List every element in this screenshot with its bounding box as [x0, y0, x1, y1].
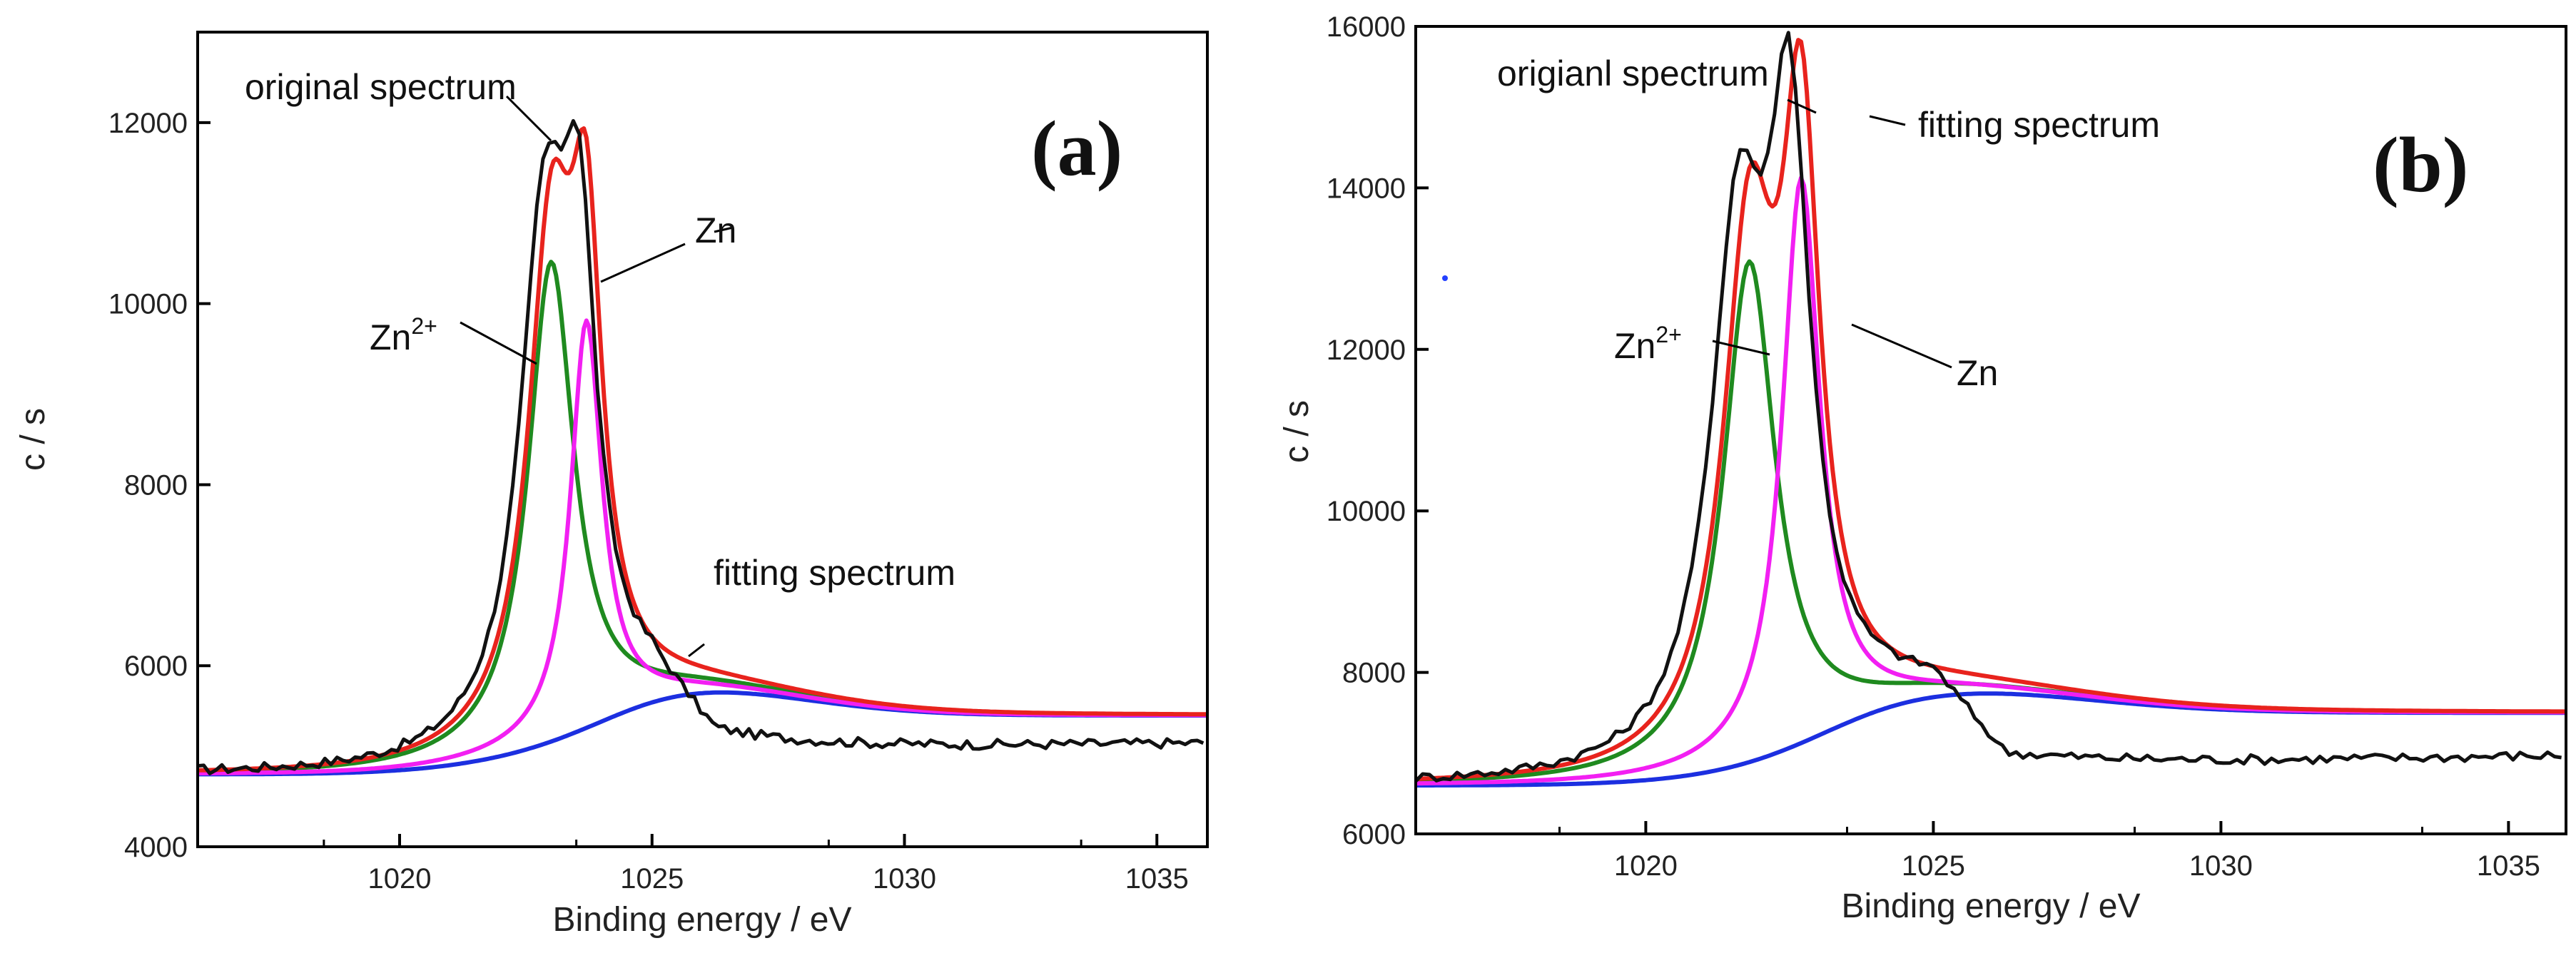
panel-b-original-curve — [1416, 31, 2562, 783]
y-tick-label: 10000 — [1327, 496, 1406, 527]
x-tick-label: 1030 — [2189, 850, 2253, 882]
panel-a-zn-label: Zn — [695, 210, 736, 250]
panel-a-ticks: 1020 1025 1030 1035 4000 6000 8000 10000 12000 — [108, 108, 1189, 895]
panel-b-zn-leader — [1851, 323, 1952, 369]
panel-b-frame — [1414, 25, 2567, 835]
panel-b-fitting-label: fitting spectrum — [1918, 105, 2160, 145]
panel-b-curves — [1416, 31, 2566, 788]
panel-a-label: (a) — [1031, 105, 1122, 192]
panel-b-zn2-label: Zn2+ — [1614, 322, 1682, 366]
y-tick-label: 6000 — [124, 651, 188, 682]
y-tick-label: 8000 — [124, 469, 188, 501]
panel-a-zn2-label: Zn2+ — [370, 313, 437, 357]
panel-a-original-curve — [198, 118, 1205, 775]
panel-a-annotations: original spectrum fitting spectrum Zn2+ … — [245, 67, 955, 658]
panel-b: 1020 1025 1030 1035 6000 8000 10000 12000 14000 1… — [1278, 11, 2567, 925]
panel-a-fitting-leader — [714, 226, 734, 233]
y-tick-label: 6000 — [1342, 819, 1406, 850]
panel-a: 1020 1025 1030 1035 4000 6000 8000 10000 12000 o… — [14, 31, 1209, 939]
x-tick-label: 1025 — [1902, 850, 1965, 882]
x-tick-label: 1020 — [368, 863, 432, 895]
panel-a-ylabel: c / s — [14, 408, 52, 471]
panel-b-zn2-leader — [1712, 340, 1770, 356]
panel-a-zn2-text: Zn — [370, 317, 411, 357]
panel-b-ticks: 1020 1025 1030 1035 6000 8000 10000 12000 14000 1… — [1327, 11, 2540, 882]
panel-a-fitting-curve — [198, 126, 1207, 773]
y-tick-label: 16000 — [1327, 11, 1406, 43]
panel-b-annotations: origianl spectrum fitting spectrum Zn2+ … — [1497, 54, 2160, 393]
panel-b-fitting-curve — [1416, 38, 2566, 781]
panel-a-original-label: original spectrum — [245, 67, 517, 107]
panel-a-fitting-leader-2 — [688, 643, 705, 658]
panel-b-ylabel: c / s — [1278, 400, 1316, 463]
y-tick-label: 10000 — [108, 289, 188, 320]
x-tick-label: 1035 — [1125, 863, 1189, 895]
y-tick-label: 12000 — [108, 108, 188, 139]
panel-b-xlabel: Binding energy / eV — [1842, 887, 2141, 925]
y-tick-label: 8000 — [1342, 658, 1406, 689]
panel-b-zn2-sup: 2+ — [1655, 322, 1681, 347]
panel-a-zn2-sup: 2+ — [411, 313, 437, 339]
panel-a-frame — [196, 31, 1209, 848]
panel-a-zn2-leader — [460, 321, 537, 365]
panel-b-original-leader — [1787, 98, 1817, 114]
y-tick-label: 14000 — [1327, 173, 1406, 204]
panel-b-fitting-leader — [1869, 115, 1906, 126]
panel-a-zn-leader — [600, 243, 686, 283]
panel-a-xlabel: Binding energy / eV — [553, 901, 852, 939]
y-tick-label: 12000 — [1327, 335, 1406, 366]
x-tick-label: 1025 — [620, 863, 684, 895]
x-tick-label: 1035 — [2477, 850, 2540, 882]
x-tick-label: 1030 — [873, 863, 936, 895]
panel-a-curves — [198, 118, 1207, 777]
panel-b-original-label: origianl spectrum — [1497, 54, 1769, 93]
panel-b-zn2-text: Zn — [1614, 326, 1655, 366]
y-tick-label: 4000 — [124, 832, 188, 863]
panel-a-original-leader — [505, 95, 552, 142]
panel-a-fitting-label: fitting spectrum — [714, 553, 955, 593]
panel-b-stray-dot — [1442, 275, 1448, 281]
panel-b-zn-label: Zn — [1957, 353, 1998, 393]
x-tick-label: 1020 — [1614, 850, 1678, 882]
panel-b-label: (b) — [2373, 121, 2468, 208]
